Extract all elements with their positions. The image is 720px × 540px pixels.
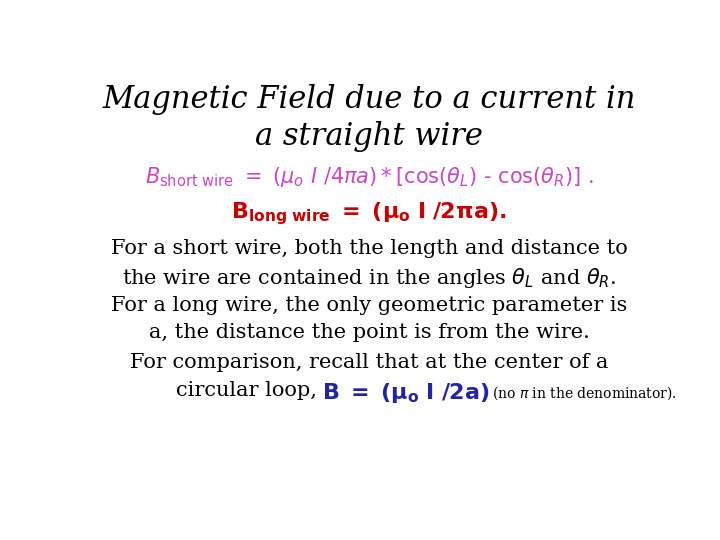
- Text: Magnetic Field due to a current in: Magnetic Field due to a current in: [102, 84, 636, 114]
- Text: a, the distance the point is from the wire.: a, the distance the point is from the wi…: [148, 323, 590, 342]
- Text: $B_{\rm short\ wire}\ =\ (\mu_o\ I\ /4\pi a)*[\cos(\theta_L)\ \text{-}\ \cos(\th: $B_{\rm short\ wire}\ =\ (\mu_o\ I\ /4\p…: [145, 165, 593, 188]
- Text: the wire are contained in the angles $\theta_L$ and $\theta_R$.: the wire are contained in the angles $\t…: [122, 266, 616, 291]
- Text: For a long wire, the only geometric parameter is: For a long wire, the only geometric para…: [111, 295, 627, 315]
- Text: $\mathbf{B\ =\ (\mu_o\ I\ /2a)}$: $\mathbf{B\ =\ (\mu_o\ I\ /2a)}$: [322, 381, 489, 405]
- Text: a straight wire: a straight wire: [255, 121, 483, 152]
- Text: For a short wire, both the length and distance to: For a short wire, both the length and di…: [111, 239, 627, 258]
- Text: circular loop,: circular loop,: [176, 381, 318, 400]
- Text: $\mathbf{B}_{\mathbf{long\ wire}}\ \mathbf{=\ (\mu_o\ I\ /2\pi a).}$: $\mathbf{B}_{\mathbf{long\ wire}}\ \math…: [231, 200, 507, 227]
- Text: For comparison, recall that at the center of a: For comparison, recall that at the cente…: [130, 353, 608, 372]
- Text: (no $\pi$ in the denominator).: (no $\pi$ in the denominator).: [492, 384, 677, 402]
